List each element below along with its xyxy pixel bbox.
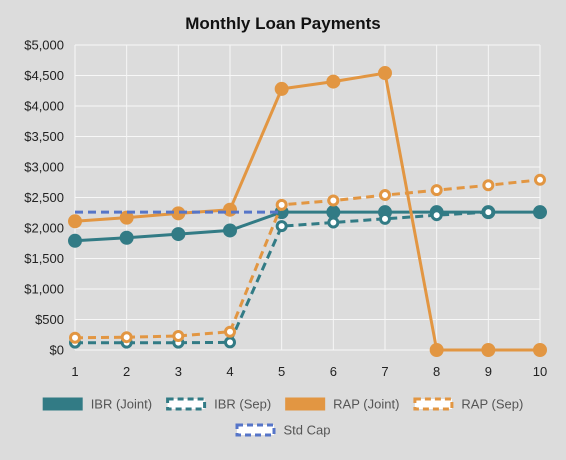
data-point [69,331,81,344]
series-rap-joint [68,66,547,357]
legend-item-ibr-sep[interactable]: IBR (Sep) [166,397,272,412]
data-point [534,173,546,186]
legend-label: RAP (Joint) [333,397,399,412]
data-point [119,230,134,245]
legend: IBR (Joint) IBR (Sep) RAP (Joint) RAP (Sep)… [42,397,523,438]
legend-label: IBR (Sep) [214,397,271,412]
data-point [482,179,495,192]
x-tick-label: 9 [485,364,492,379]
legend-label: RAP (Sep) [461,397,523,412]
series-line [74,178,541,340]
data-point [172,329,185,342]
data-point [327,216,340,229]
chart-title: Monthly Loan Payments [185,14,381,33]
legend-swatch [166,397,207,411]
x-tick-label: 7 [381,364,388,379]
y-tick-label: $5,000 [24,38,64,53]
y-tick-label: $3,000 [24,160,64,175]
y-tick-label: $4,000 [24,99,64,114]
y-tick-label: $1,000 [24,282,64,297]
data-point [68,214,82,229]
series-line [74,210,540,243]
data-point [430,209,443,222]
data-point [327,194,340,207]
x-tick-label: 5 [278,364,285,379]
legend-swatch [235,423,276,437]
data-point [68,233,82,248]
data-point [429,343,444,357]
data-point [120,331,133,344]
axes: $0 $500 $1,000 $1,500 $2,000 $2,500 $3,000 $3,5… [24,38,547,380]
data-point [379,189,391,202]
x-tick-label: 3 [175,364,182,379]
legend-swatch [42,397,83,411]
x-tick-label: 10 [533,364,547,379]
series-line [74,71,540,352]
x-tick-label: 2 [123,364,130,379]
x-tick-label: 6 [330,364,337,379]
data-point [223,223,237,238]
data-point [326,74,341,89]
legend-item-rap-joint[interactable]: RAP (Joint) [285,397,399,412]
legend-item-ibr-joint[interactable]: IBR (Joint) [42,397,152,412]
series-line [75,210,489,345]
y-tick-label: $4,500 [24,68,64,83]
series-rap-sep [69,173,546,344]
data-point [224,325,236,338]
legend-item-std-cap[interactable]: Std Cap [235,423,331,438]
data-point [275,220,288,233]
grid [74,44,541,351]
y-tick-label: $0 [50,343,64,358]
data-point [224,336,236,349]
x-tick-label: 4 [226,364,233,379]
x-tick-label: 1 [71,364,78,379]
legend-label: Std Cap [284,423,331,438]
y-tick-label: $2,000 [24,221,64,236]
data-point [223,202,237,217]
y-tick-label: $2,500 [24,190,64,205]
data-point [430,184,443,197]
data-point [481,343,496,357]
y-tick-label: $1,500 [24,251,64,266]
data-point [275,198,288,211]
data-point [533,205,547,220]
y-tick-label: $500 [35,312,64,327]
legend-item-rap-sep[interactable]: RAP (Sep) [413,397,523,412]
data-point [482,206,495,219]
series-group [68,66,547,357]
data-point [171,227,186,242]
data-point [379,212,391,225]
legend-swatch [413,397,454,411]
data-point [119,210,134,225]
data-point [533,343,547,357]
legend-label: IBR (Joint) [91,397,152,412]
legend-swatch [285,397,326,411]
data-point [274,81,289,96]
y-tick-label: $3,500 [24,129,64,144]
x-tick-label: 8 [433,364,440,379]
data-point [378,66,392,81]
